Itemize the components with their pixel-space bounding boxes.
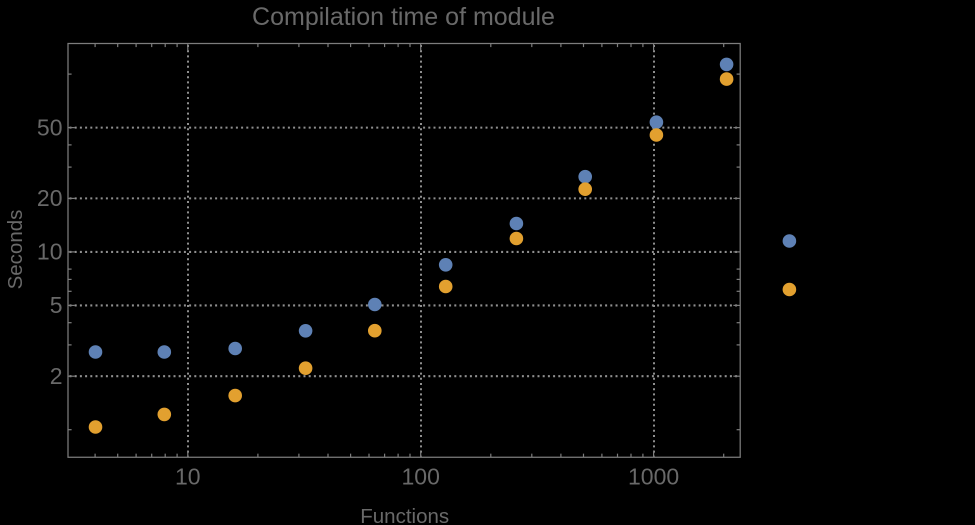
svg-text:Seconds: Seconds: [4, 210, 27, 290]
svg-text:1000: 1000: [628, 464, 679, 490]
svg-text:50: 50: [37, 114, 63, 140]
svg-text:100: 100: [402, 464, 440, 490]
svg-text:10: 10: [175, 464, 201, 490]
svg-text:5: 5: [50, 292, 63, 318]
svg-text:20: 20: [37, 185, 63, 211]
svg-text:2: 2: [50, 363, 63, 389]
svg-text:Compilation time of module: Compilation time of module: [252, 3, 555, 31]
svg-text:10: 10: [37, 239, 63, 265]
svg-text:Functions: Functions: [360, 505, 449, 525]
